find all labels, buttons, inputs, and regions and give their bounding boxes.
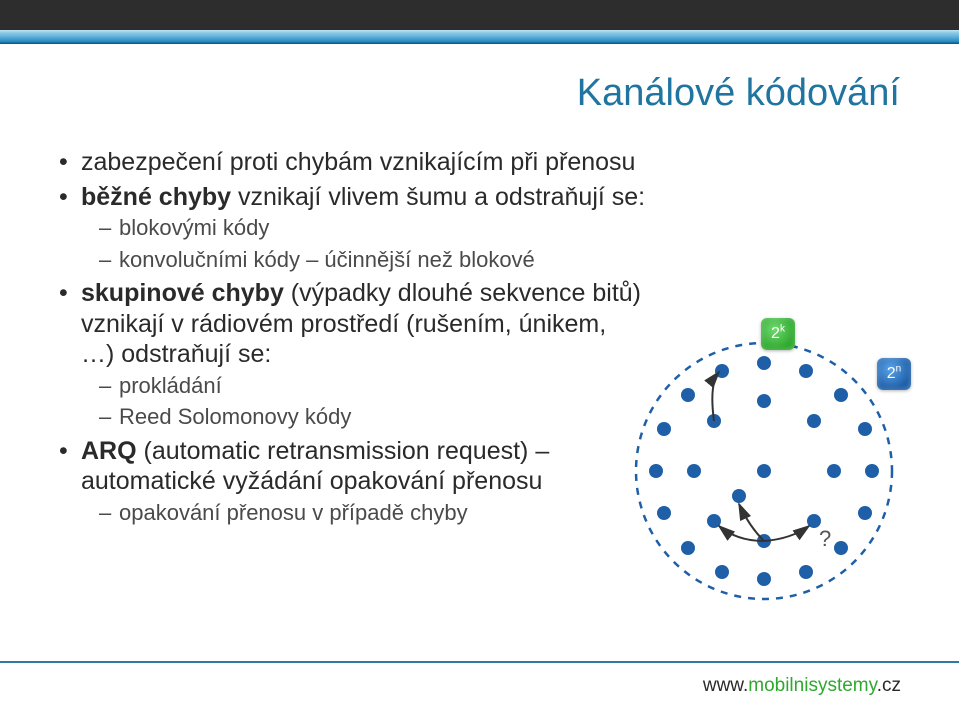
header-blue-strip bbox=[0, 30, 959, 44]
bullet-2: běžné chyby vznikají vlivem šumu a odstr… bbox=[55, 182, 904, 275]
top-dark-bar bbox=[0, 0, 959, 30]
footer-prefix: www. bbox=[703, 675, 748, 696]
bullet-4-rest: (automatic retransmission request) – aut… bbox=[81, 437, 549, 496]
question-label: ? bbox=[819, 526, 831, 551]
bullet-3-sub2: Reed Solomonovy kódy bbox=[97, 403, 646, 432]
badge-2k: 2k bbox=[761, 318, 795, 350]
bullet-2-sub1: blokovými kódy bbox=[97, 214, 904, 243]
badge-2n: 2n bbox=[877, 358, 911, 390]
bullet-3-bold: skupinové chyby bbox=[81, 279, 284, 307]
badge-2n-base: 2 bbox=[887, 365, 896, 382]
bullet-3-sublist: prokládání Reed Solomonovy kódy bbox=[81, 372, 646, 432]
bullet-2-sub2: konvolučními kódy – účinnější než blokov… bbox=[97, 246, 904, 275]
diagram-svg: ? bbox=[619, 326, 909, 616]
bullet-4-bold: ARQ bbox=[81, 437, 137, 465]
bullet-1: zabezpečení proti chybám vznikajícím při… bbox=[55, 147, 904, 178]
bullet-1-text: zabezpečení proti chybám vznikajícím při… bbox=[81, 148, 635, 176]
footer-accent: mobilnisystemy bbox=[748, 675, 876, 696]
bullet-3-sub1: prokládání bbox=[97, 372, 646, 401]
bullet-2-sublist: blokovými kódy konvolučními kódy – účinn… bbox=[81, 214, 904, 274]
bullet-4-sublist: opakování přenosu v případě chyby bbox=[81, 499, 646, 528]
footer-url: www.mobilnisystemy.cz bbox=[703, 675, 901, 697]
badge-2k-exp: k bbox=[780, 324, 785, 335]
code-space-diagram: ? 2k 2n bbox=[619, 326, 909, 616]
footer-divider bbox=[0, 661, 959, 663]
badge-2k-base: 2 bbox=[771, 325, 780, 342]
bullet-4-sub1: opakování přenosu v případě chyby bbox=[97, 499, 646, 528]
badge-2n-exp: n bbox=[896, 364, 902, 375]
bullet-2-rest: vznikají vlivem šumu a odstraňují se: bbox=[231, 183, 645, 211]
footer-suffix: .cz bbox=[877, 675, 901, 696]
bullet-2-bold: běžné chyby bbox=[81, 183, 231, 211]
slide-title: Kanálové kódování bbox=[55, 72, 904, 115]
